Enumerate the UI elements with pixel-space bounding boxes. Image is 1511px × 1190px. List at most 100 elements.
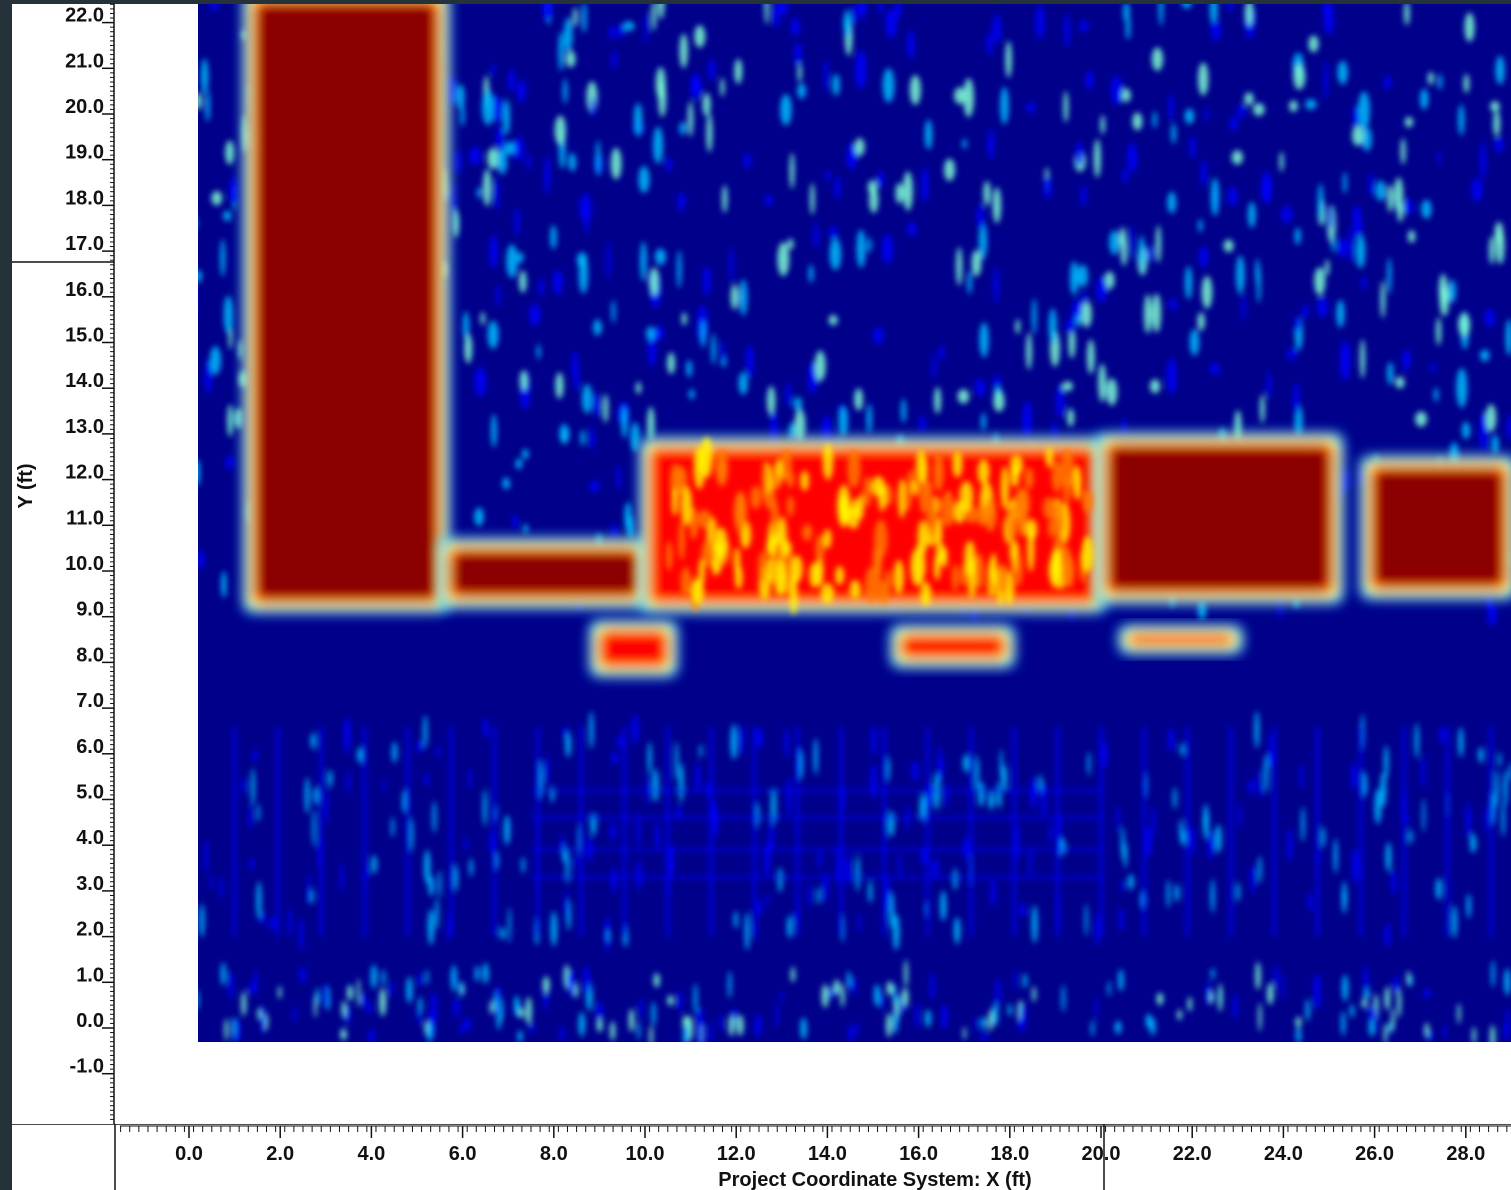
texture-cell-830: [1118, 907, 1124, 932]
texture-cell-418: [616, 24, 625, 39]
texture-cell-60: [1360, 277, 1367, 289]
texture-cell-5: [772, 4, 781, 28]
texture-cell-1055: [426, 1022, 434, 1042]
texture-cell-857: [1257, 855, 1262, 884]
texture-cell-231: [1286, 348, 1298, 361]
texture-cell-965: [653, 972, 660, 988]
texture-cell-322: [1314, 267, 1326, 296]
texture-cell-312: [602, 393, 609, 423]
texture-cell-899: [1421, 755, 1426, 788]
texture-cell-497: [1063, 91, 1069, 123]
texture-cell-1066: [1187, 996, 1193, 1012]
texture-cell-812: [999, 749, 1003, 780]
texture-cell-888: [1451, 905, 1458, 939]
texture-cell-705: [636, 860, 643, 891]
texture-cell-211: [1026, 102, 1036, 113]
texture-cell-863: [1254, 711, 1260, 749]
zone-speckle: [669, 463, 682, 500]
y-tick-label: 11.0: [66, 507, 104, 529]
texture-cell-73: [1433, 387, 1439, 402]
texture-cell-845: [343, 717, 351, 754]
texture-cell-61: [648, 267, 660, 296]
texture-cell-17: [706, 113, 713, 153]
texture-cell-303: [789, 152, 795, 189]
texture-cell-123: [1375, 180, 1386, 202]
texture-cell-1046: [574, 983, 579, 999]
texture-cell-16: [918, 415, 926, 432]
texture-cell-1090: [1258, 1002, 1262, 1032]
texture-cell-737: [507, 907, 511, 944]
texture-cell-914: [1397, 988, 1402, 1018]
texture-cell-1078: [880, 993, 884, 1012]
texture-cell-1064: [583, 964, 589, 994]
texture-cell-909: [247, 983, 255, 995]
texture-cell-172: [1495, 228, 1505, 265]
texture-cell-982: [1383, 1023, 1388, 1042]
texture-cell-13: [1294, 227, 1301, 245]
zone-speckle: [952, 451, 963, 478]
texture-cell-321: [1048, 308, 1057, 344]
texture-cell-884: [817, 849, 822, 870]
texture-cell-680: [573, 855, 578, 870]
texture-cell-652: [988, 791, 995, 810]
heatmap-plot-area[interactable]: [198, 4, 1511, 1042]
zone-speckle: [691, 579, 705, 604]
texture-cell-487: [621, 406, 628, 439]
texture-cell-693: [1307, 891, 1313, 912]
texture-cell-161: [487, 320, 499, 349]
texture-cell-140: [829, 238, 842, 271]
texture-cell-766: [312, 809, 316, 847]
texture-cell-931: [780, 990, 784, 1004]
texture-cell-1006: [228, 970, 234, 1000]
texture-cell-1060: [220, 962, 227, 986]
texture-cell-630: [1491, 434, 1499, 455]
texture-cell-306: [1427, 71, 1434, 85]
texture-cell-18: [198, 269, 203, 283]
chart-panel: [12, 4, 1511, 1190]
texture-cell-822: [453, 864, 458, 892]
texture-cell-1015: [1232, 993, 1238, 1020]
y-tick-label: 12.0: [65, 462, 104, 484]
texture-cell-350: [906, 222, 917, 237]
texture-cell-807: [816, 887, 821, 905]
texture-cell-657: [822, 871, 829, 903]
texture-cell-226: [938, 345, 945, 360]
texture-cell-178: [895, 182, 904, 204]
texture-cell-14: [1166, 358, 1177, 394]
texture-cell-679: [887, 810, 895, 837]
texture-cell-337: [1247, 201, 1256, 228]
texture-cell-1068: [974, 1015, 978, 1033]
texture-cell-831: [550, 911, 558, 947]
texture-streak: [275, 726, 280, 937]
texture-cell-505: [932, 353, 937, 380]
texture-cell-463: [1359, 339, 1366, 379]
y-tick-label: 8.0: [76, 644, 104, 666]
texture-cell-1084: [1368, 1005, 1374, 1021]
texture-cell-29: [1031, 298, 1037, 335]
texture-cell-801: [1439, 726, 1445, 744]
texture-cell-507: [814, 350, 826, 382]
texture-cell-62: [900, 398, 907, 424]
texture-cell-392: [1152, 111, 1157, 129]
texture-cell-962: [981, 1030, 987, 1042]
zone-speckle: [933, 452, 945, 492]
texture-cell-361: [655, 67, 666, 100]
texture-cell-538: [624, 501, 632, 532]
texture-cell-339: [1198, 62, 1209, 96]
texture-cell-360: [1493, 110, 1501, 137]
texture-cell-472: [828, 314, 838, 326]
texture-cell-1075: [464, 1017, 472, 1031]
texture-cell-643: [1408, 829, 1413, 844]
texture-cell-617: [589, 433, 595, 445]
texture-cell-3: [495, 126, 505, 152]
texture-cell-814: [304, 777, 310, 814]
texture-cell-886: [1250, 865, 1255, 884]
texture-cell-958: [430, 992, 437, 1008]
texture-cell-1009: [567, 971, 571, 989]
texture-cell-751: [1172, 787, 1177, 809]
texture-cell-111: [846, 143, 858, 170]
texture-cell-357: [1241, 293, 1246, 322]
texture-cell-301: [223, 295, 234, 334]
texture-cell-160: [1337, 60, 1348, 85]
texture-cell-1097: [406, 976, 413, 1004]
